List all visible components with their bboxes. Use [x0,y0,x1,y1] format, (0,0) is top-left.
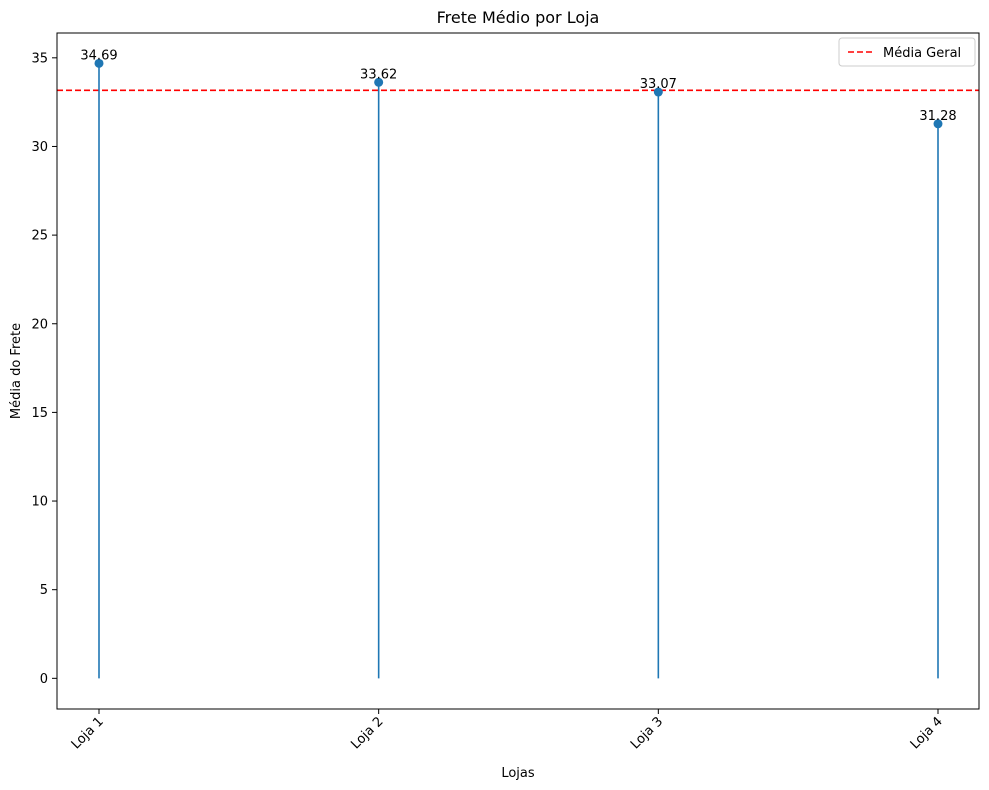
stem-marker [653,87,663,97]
y-tick-label: 15 [31,406,48,421]
plot-area: 34.69 33.62 33.07 31.28 [57,48,979,679]
y-tick-label: 35 [31,51,48,66]
x-axis-title: Lojas [501,766,535,781]
y-tick-label: 25 [31,229,48,244]
y-tick-label: 20 [31,317,48,332]
y-tick-label: 30 [31,140,48,155]
legend-box [838,37,976,67]
stem-marker [933,119,943,129]
legend: Média Geral [838,37,976,67]
legend-label-media-geral: Média Geral [883,46,961,61]
y-axis-title: Média do Frete [9,323,24,419]
y-tick-label: 0 [40,672,48,687]
stem-marker [374,77,384,87]
data-label: 31.28 [919,109,956,124]
data-label: 34.69 [80,48,117,63]
data-label: 33.07 [640,77,677,92]
plot-frame [56,32,980,710]
y-tick-label: 5 [40,583,48,598]
data-label: 33.62 [360,67,397,82]
y-tick-label: 10 [31,495,48,510]
chart-title: Frete Médio por Loja [437,8,600,27]
stem-marker [94,58,104,68]
